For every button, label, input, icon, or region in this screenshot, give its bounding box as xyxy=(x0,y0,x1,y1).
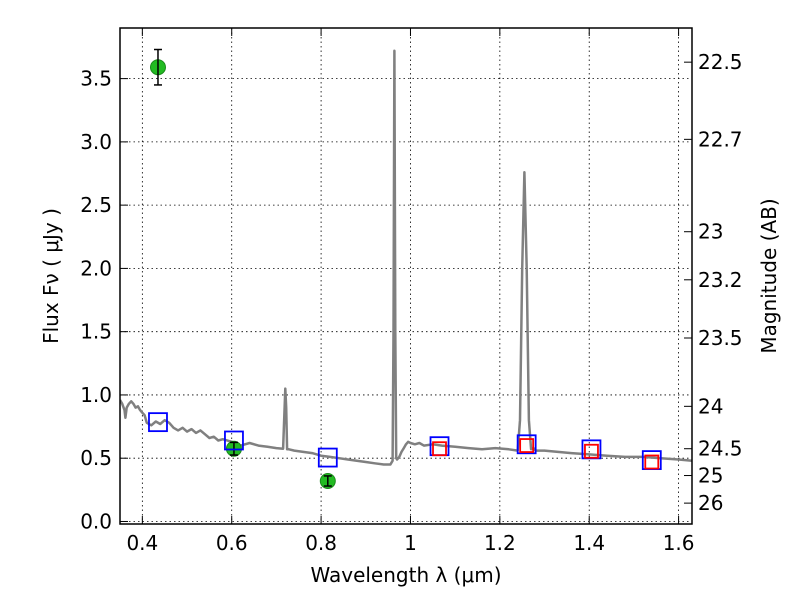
model-band-square xyxy=(224,430,244,451)
y2-tick-label: 23 xyxy=(698,220,723,244)
y2-tick-label: 24.5 xyxy=(698,437,743,461)
model-band-square-inner xyxy=(432,441,447,457)
y-tick-label: 1.0 xyxy=(80,383,112,407)
y2-tick-label: 23.5 xyxy=(698,326,743,350)
y-tick-label: 0.5 xyxy=(80,446,112,470)
y-tick-label: 3.5 xyxy=(80,67,112,91)
spectrum-line xyxy=(120,49,692,466)
plot-frame xyxy=(119,27,693,525)
x-tick-label: 0.4 xyxy=(126,531,158,555)
model-band-square-inner xyxy=(584,443,599,459)
y-tick-label: 2.5 xyxy=(80,193,112,217)
x-tick-label: 1.6 xyxy=(663,531,695,555)
y-tick-label: 0.0 xyxy=(80,509,112,533)
y2-tick-label: 23.2 xyxy=(698,268,743,292)
y2-tick-label: 24 xyxy=(698,394,723,418)
model-band-square xyxy=(148,412,168,433)
y-tick-label: 3.0 xyxy=(80,130,112,154)
y-axis-title: Flux Fν ( μJy ) xyxy=(39,208,63,344)
y2-tick-label: 26 xyxy=(698,491,723,515)
model-band-square xyxy=(516,434,537,455)
plot-area xyxy=(120,48,692,489)
model-band-square xyxy=(317,447,338,468)
model-band-square-inner xyxy=(519,438,535,453)
y-tick-label: 1.5 xyxy=(80,320,112,344)
axis-ticks: 0.4 0.6 0.8 1 1.2 1.4 1.6 0.0 0.5 1.0 1.5 2.0 2.5 3.0… xyxy=(80,28,743,555)
y2-axis-title: Magnitude (AB) xyxy=(757,198,781,353)
x-axis-title: Wavelength λ (μm) xyxy=(310,563,501,587)
x-tick-label: 0.8 xyxy=(305,531,337,555)
x-tick-label: 1.4 xyxy=(573,531,605,555)
x-tick-label: 1 xyxy=(404,531,417,555)
y2-tick-label: 22.5 xyxy=(698,50,743,74)
y2-tick-label: 22.7 xyxy=(698,127,743,151)
x-tick-label: 0.6 xyxy=(216,531,248,555)
y2-tick-label: 25 xyxy=(698,464,723,488)
x-tick-label: 1.2 xyxy=(484,531,516,555)
model-band-square-inner xyxy=(644,454,660,470)
grid-lines xyxy=(120,28,692,524)
y-tick-label: 2.0 xyxy=(80,256,112,280)
